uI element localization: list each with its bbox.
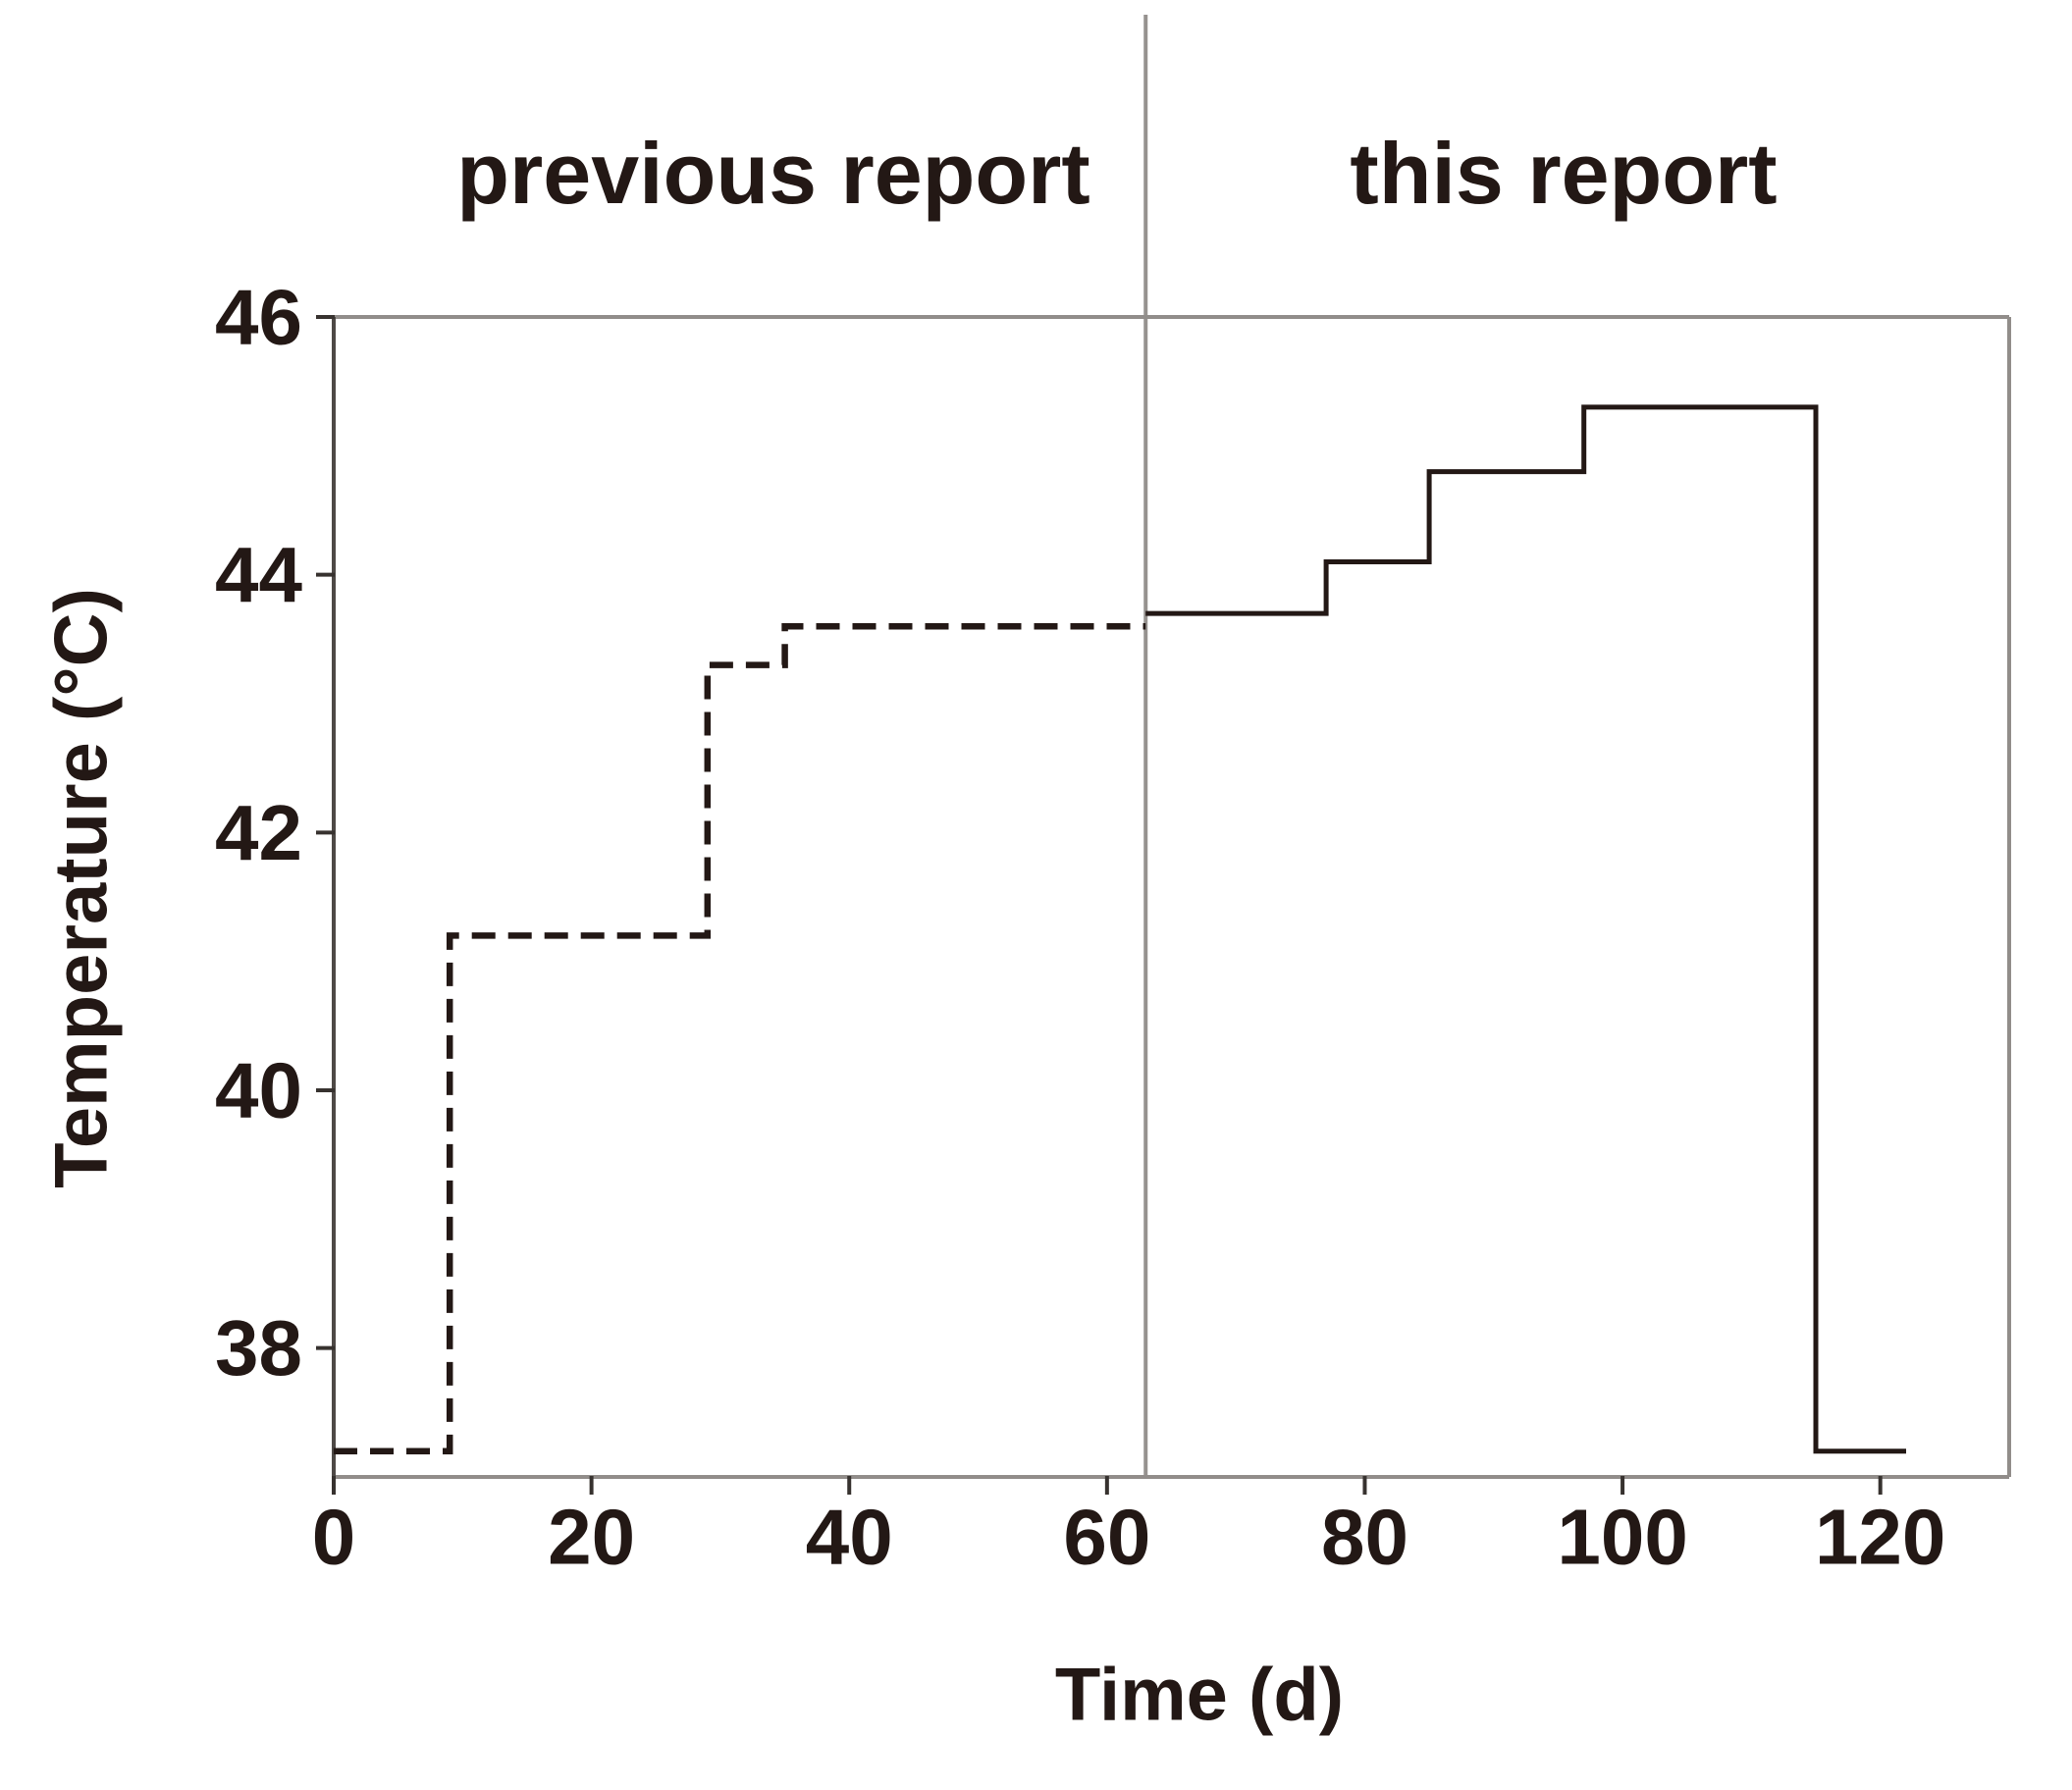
y-tick-label: 42 [215, 789, 302, 876]
x-tick-label: 100 [1557, 1494, 1687, 1581]
y-tick-label: 40 [215, 1047, 302, 1134]
section-label-previous-report: previous report [456, 125, 1090, 222]
x-tick-label: 20 [548, 1494, 635, 1581]
x-tick-label: 120 [1815, 1494, 1945, 1581]
x-tick-label: 40 [806, 1494, 893, 1581]
x-tick-label: 80 [1321, 1494, 1408, 1581]
x-tick-label: 0 [312, 1494, 356, 1581]
section-label-this-report: this report [1350, 125, 1778, 222]
x-axis-title: Time (d) [1054, 1653, 1345, 1737]
y-tick-label: 46 [215, 274, 302, 361]
this-report-series-line [1145, 404, 1906, 1454]
y-tick-label: 44 [215, 531, 302, 618]
x-tick-label: 60 [1063, 1494, 1150, 1581]
previous-report-series-line [334, 622, 1146, 1454]
y-tick-label: 38 [215, 1304, 302, 1392]
